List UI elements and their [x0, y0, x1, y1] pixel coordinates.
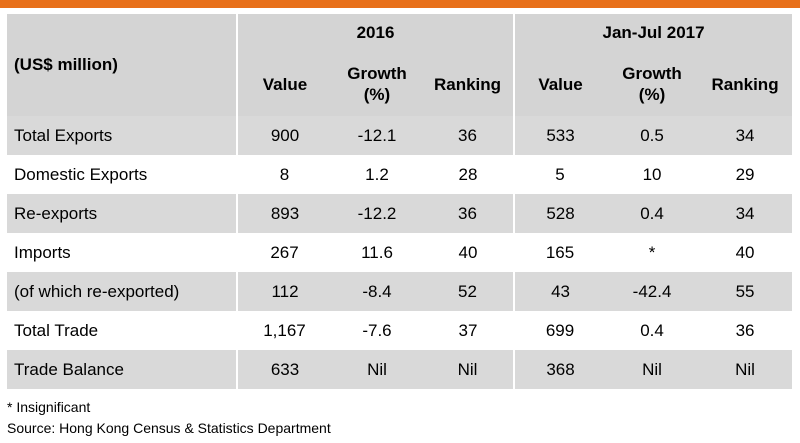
- table-row: Total Trade 1,167 -7.6 37 699 0.4 36: [7, 311, 792, 350]
- table-cell: 40: [458, 242, 478, 262]
- table-cell: 40: [735, 242, 755, 262]
- table-cell: Nil: [606, 350, 699, 389]
- table-cell: 633: [236, 350, 332, 389]
- table-cell: 29: [735, 164, 755, 184]
- column-header: Ranking: [711, 74, 779, 94]
- table-row: Trade Balance 633 Nil Nil 368 Nil Nil: [7, 350, 793, 389]
- footnotes: * Insignificant Source: Hong Kong Census…: [7, 397, 331, 439]
- table-cell: Nil: [332, 350, 422, 389]
- top-accent-rule: [0, 0, 800, 8]
- row-label: Total Trade: [14, 320, 99, 340]
- table-cell: Nil: [698, 350, 793, 389]
- column-header: Ranking: [433, 74, 502, 94]
- row-label: Imports: [14, 242, 71, 262]
- table-cell: 1,167: [263, 320, 306, 340]
- table-cell: -8.4: [332, 272, 422, 311]
- period-2016-header: 2016: [235, 14, 515, 52]
- table-cell: 10: [642, 164, 662, 184]
- row-label: Re-exports: [7, 194, 237, 233]
- column-header: Growth (%): [622, 64, 682, 104]
- asterisk-footnote: * Insignificant: [7, 399, 91, 415]
- table-cell: -12.1: [332, 116, 422, 155]
- table-cell: 43: [513, 272, 607, 311]
- table-cell: -42.4: [606, 272, 699, 311]
- table-cell: 34: [698, 116, 793, 155]
- table-row: Re-exports 893 -12.2 36 528 0.4 34: [7, 194, 793, 233]
- table-cell: Nil: [422, 350, 515, 389]
- row-label: Total Exports: [7, 116, 237, 155]
- table-cell: 52: [422, 272, 515, 311]
- table-cell: 893: [236, 194, 332, 233]
- table-cell: 36: [422, 194, 515, 233]
- row-label: Trade Balance: [7, 350, 237, 389]
- table-cell: 37: [458, 320, 478, 340]
- table-cell: 900: [236, 116, 332, 155]
- table-cell: 28: [458, 164, 478, 184]
- row-label: Domestic Exports: [14, 164, 148, 184]
- units-label: (US$ million): [14, 55, 118, 74]
- table-cell: 267: [270, 242, 299, 262]
- table-cell: 8: [279, 164, 290, 184]
- table-row: Domestic Exports 8 1.2 28 5 10 29: [7, 155, 792, 194]
- table-cell: 11.6: [361, 242, 393, 262]
- table-cell: 0.4: [606, 194, 699, 233]
- source-footnote: Source: Hong Kong Census & Statistics De…: [7, 420, 331, 436]
- column-header: Growth (%): [347, 64, 407, 104]
- table-cell: 533: [513, 116, 607, 155]
- table-cell: -7.6: [362, 320, 392, 340]
- table-cell: 0.5: [606, 116, 699, 155]
- table-cell: 112: [236, 272, 332, 311]
- table-cell: 165: [545, 242, 575, 262]
- table-cell: 699: [545, 320, 575, 340]
- table-row: Total Exports 900 -12.1 36 533 0.5 34: [7, 116, 793, 155]
- table-cell: 36: [422, 116, 515, 155]
- column-header: Value: [236, 52, 332, 116]
- period-2017-header: Jan-Jul 2017: [513, 14, 793, 52]
- table-cell: -12.2: [332, 194, 422, 233]
- table-row: (of which re-exported) 112 -8.4 52 43 -4…: [7, 272, 793, 311]
- table-cell: 36: [735, 320, 755, 340]
- table-cell: 34: [698, 194, 793, 233]
- table-cell: *: [648, 242, 656, 262]
- row-label: (of which re-exported): [7, 272, 237, 311]
- column-header: Value: [513, 52, 607, 116]
- header-period-row: (US$ million) 2016 Jan-Jul 2017: [7, 14, 793, 74]
- trade-statistics-table: (US$ million) 2016 Jan-Jul 2017 Value Gr…: [7, 14, 793, 389]
- table-cell: 368: [513, 350, 607, 389]
- table-cell: 55: [698, 272, 793, 311]
- table-cell: 1.2: [365, 164, 389, 184]
- table-cell: 5: [555, 164, 565, 184]
- table-cell: 528: [513, 194, 607, 233]
- table-row: Imports 267 11.6 40 165 * 40: [7, 233, 792, 272]
- table-cell: 0.4: [640, 320, 664, 340]
